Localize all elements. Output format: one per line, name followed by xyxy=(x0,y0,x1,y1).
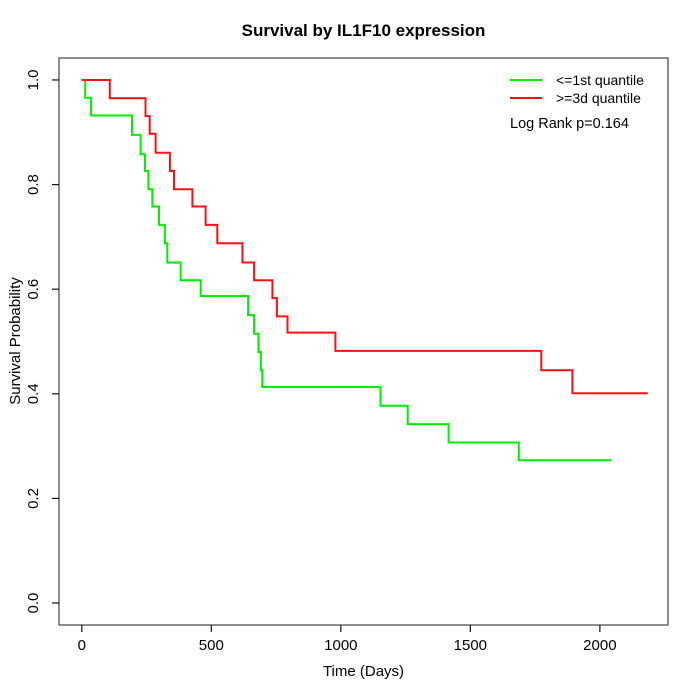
x-tick-label: 1000 xyxy=(324,637,357,654)
legend: <=1st quantile >=3d quantile Log Rank p=… xyxy=(510,71,644,132)
x-tick-label: 0 xyxy=(78,637,86,654)
log-rank-pvalue: Log Rank p=0.164 xyxy=(510,116,629,132)
survival-curve-3d-quantile xyxy=(81,79,648,395)
legend-item-1st-quantile: <=1st quantile xyxy=(510,71,644,89)
y-tick-label: 1.0 xyxy=(25,70,42,91)
x-axis-label: Time (Days) xyxy=(322,663,405,680)
y-tick-label: 0.4 xyxy=(25,383,42,404)
y-tick-label: 0.8 xyxy=(25,174,42,195)
plot-box xyxy=(58,57,669,626)
legend-label-1st-quantile: <=1st quantile xyxy=(556,72,644,88)
x-tick-label: 1500 xyxy=(454,637,487,654)
y-axis-label: Survival Probability xyxy=(7,277,24,405)
legend-line-red-icon xyxy=(510,97,542,99)
x-tick-label: 2000 xyxy=(583,637,616,654)
chart-title: Survival by IL1F10 expression xyxy=(241,21,486,40)
y-tick-label: 0.2 xyxy=(25,488,42,509)
y-tick-label: 0.6 xyxy=(25,279,42,300)
legend-line-green-icon xyxy=(510,79,542,81)
x-tick-label: 500 xyxy=(199,637,224,654)
survival-curve-1st-quantile xyxy=(81,79,612,462)
legend-item-3d-quantile: >=3d quantile xyxy=(510,89,644,107)
y-tick-label: 0.0 xyxy=(25,593,42,614)
legend-label-3d-quantile: >=3d quantile xyxy=(556,90,641,106)
